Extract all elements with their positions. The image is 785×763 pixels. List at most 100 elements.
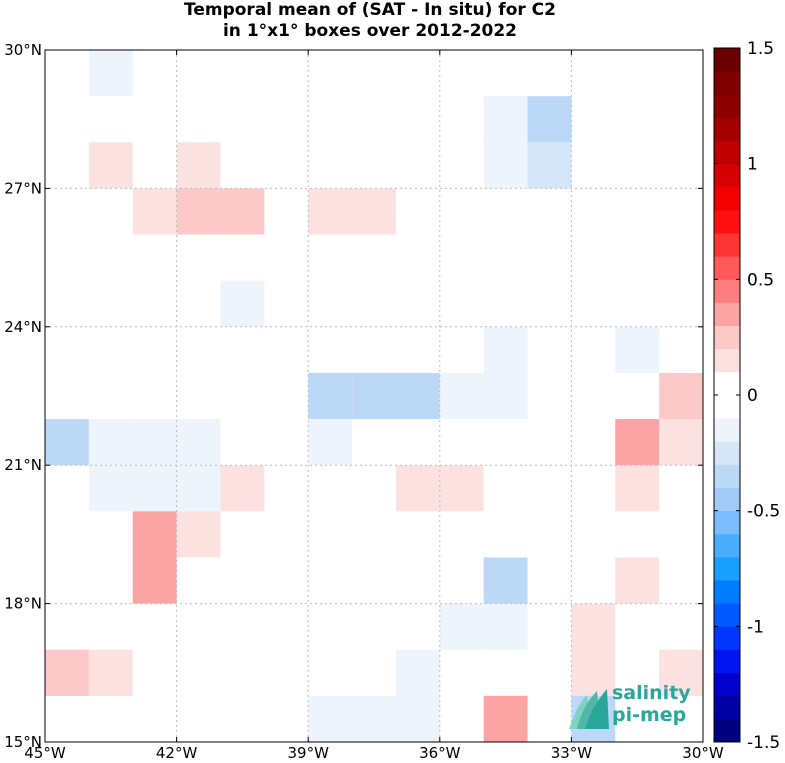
colorbar-tick-label: 0.5 [747,270,774,290]
colorbar-bin [714,441,740,465]
colorbar-bin [714,71,740,95]
colorbar-bin [714,718,740,743]
colorbar-tick-label: 1 [747,155,758,175]
colorbar-bin [714,580,740,604]
heatmap-cell [132,188,177,235]
heatmap-cell [352,188,396,235]
heatmap-cell [352,695,396,742]
heatmap-cell [132,511,177,558]
heatmap-cell [615,557,660,604]
x-tick-label: 45°W [24,744,66,762]
heatmap-cell [308,419,353,466]
heatmap-cell [659,372,703,420]
colorbar-bin [714,256,740,280]
heatmap-cell [88,465,133,512]
cells-layer [45,50,703,742]
heatmap-cell [132,465,177,512]
heatmap-cell [308,188,353,235]
heatmap-cell [615,326,660,373]
y-tick-label: 27°N [4,179,42,197]
colorbar-bin [714,371,740,396]
colorbar-bin [714,163,740,188]
colorbar-bin [714,533,740,558]
colorbar-bin [714,418,740,442]
heatmap-cell [220,280,265,327]
y-tick-label: 21°N [4,456,42,474]
heatmap-cell [439,372,484,420]
heatmap-cell [527,96,572,143]
heatmap-cell [176,188,221,235]
y-tick-label: 18°N [4,595,42,613]
heatmap-cell [176,511,221,558]
x-tick-label: 42°W [156,744,198,762]
heatmap-cell [439,465,484,512]
x-tick-label: 36°W [419,744,461,762]
heatmap-cell [132,419,177,466]
x-tick-label: 33°W [551,744,593,762]
heatmap-cell [483,557,528,604]
heatmap-cell [483,603,528,650]
heatmap-cell [220,188,265,235]
heatmap-cell [176,465,221,512]
heatmap-cell [88,50,133,97]
grid-layer [45,50,703,742]
heatmap-cell [308,372,353,420]
heatmap-cell [352,372,396,420]
colorbar-bin [714,48,740,72]
heatmap-cell [615,465,660,512]
heatmap-cell [395,372,440,420]
logo-line2: pi-mep [612,704,687,726]
colorbar-bin [714,395,740,419]
x-tick-label: 39°W [287,744,329,762]
heatmap-cell [659,419,703,466]
plot-frame [44,49,704,743]
colorbar: 1.5 1 0.5 0 -0.5 -1 -1.5 [713,39,780,753]
colorbar-bin [714,695,740,720]
heatmap-cell [571,649,616,696]
colorbar-bin [714,302,740,326]
heatmap-cell [395,695,440,742]
chart-title-line1: Temporal mean of (SAT - In situ) for C2 [184,0,556,20]
heatmap-cell [483,142,528,189]
colorbar-bin [714,348,740,373]
heatmap-cell [176,419,221,466]
wave-logo-icon [569,689,609,729]
heatmap-cell [88,649,133,696]
y-tick-label: 15°N [4,733,42,751]
heatmap-cell [220,465,265,512]
heatmap-cell [571,603,616,650]
colorbar-bin [714,325,740,350]
colorbar-tick-label: 1.5 [747,39,774,59]
colorbar-bin [714,94,740,118]
colorbar-bin [714,464,740,488]
heatmap-cell [483,695,528,742]
colorbar-bin [714,603,740,627]
heatmap-cell [439,603,484,650]
heatmap-cell [88,419,133,466]
colorbar-bin [714,487,740,512]
heatmap-cell [483,96,528,143]
colorbar-bin [714,117,740,141]
colorbar-tick-label: 0 [747,386,758,406]
heatmap-cell [527,142,572,189]
colorbar-bin [714,649,740,673]
heatmap-cell [483,372,528,420]
heatmap-cell [395,465,440,512]
heatmap-cell [45,649,89,696]
chart-title: Temporal mean of (SAT - In situ) for C2 … [0,0,740,42]
heatmap-cell [176,142,221,189]
colorbar-bin [714,186,740,211]
colorbar-tick-label: -1.5 [747,733,780,753]
y-tick-label: 24°N [4,318,42,336]
chart-title-line2: in 1°x1° boxes over 2012-2022 [222,21,518,41]
colorbar-tick-label: -1 [747,617,764,637]
colorbar-bin [714,672,740,697]
x-tick-label: 30°W [682,744,724,762]
colorbar-tick-label: -0.5 [747,502,780,522]
colorbar-bin [714,140,740,165]
heatmap-cell [659,649,703,696]
heatmap-cell [45,419,89,466]
ticks-layer: 45°W 42°W 39°W 36°W 33°W 30°W 15°N 18°N 21°N 24°N… [4,41,724,762]
heatmap-cell [88,142,133,189]
